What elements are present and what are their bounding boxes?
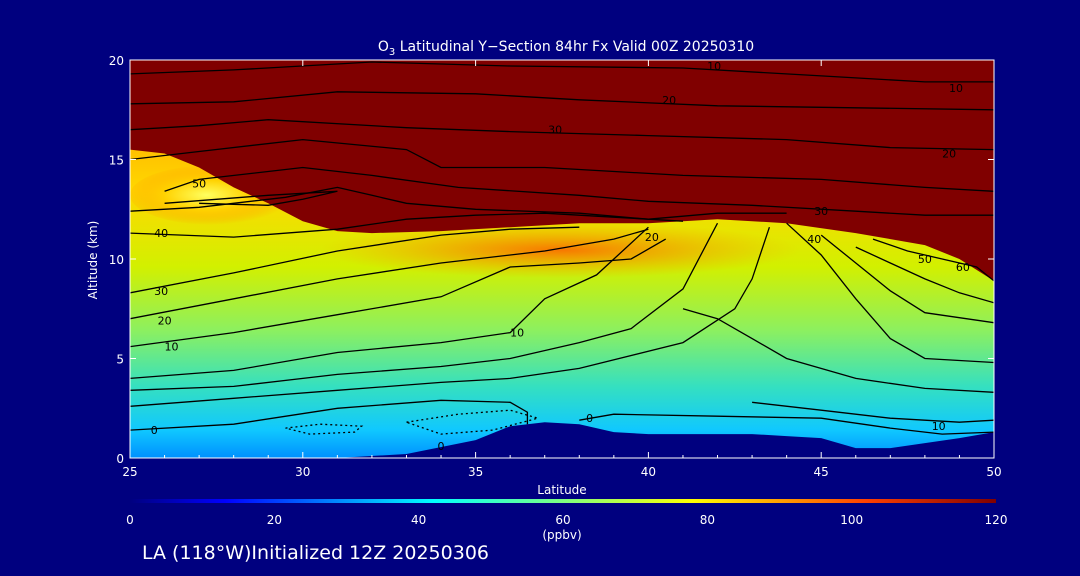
contour-label: 20 [645, 231, 659, 244]
contour-label: 20 [942, 148, 956, 161]
terrain-mask [130, 422, 994, 458]
contour-label: 40 [807, 233, 821, 246]
contour-line [786, 222, 994, 364]
contour-label: 30 [814, 205, 828, 218]
contour-line [130, 222, 719, 391]
x-axis: 25 30 35 40 45 50 [122, 60, 1002, 479]
x-tick-label: 35 [468, 465, 483, 479]
contour-line [130, 212, 684, 238]
x-tick-label: 50 [986, 465, 1001, 479]
contour-line [130, 226, 580, 294]
stratosphere-region [130, 60, 994, 281]
contour-label: 40 [154, 227, 168, 240]
colorbar-unit: (ppbv) [542, 528, 581, 542]
contour-label: 20 [662, 94, 676, 107]
contour-label: 50 [192, 177, 206, 190]
contour-label: 20 [158, 315, 172, 328]
contour-line [820, 234, 994, 324]
contour-line [855, 246, 994, 304]
contour-line [752, 401, 994, 423]
y-tick-label: 5 [116, 353, 124, 367]
upper-orange-band [320, 222, 800, 278]
y-tick-label: 20 [109, 54, 124, 68]
contour-line [130, 238, 667, 348]
colorbar-tick-label: 40 [411, 513, 426, 527]
contour-label: 10 [165, 341, 179, 354]
x-tick-label: 30 [295, 465, 310, 479]
contour-line [130, 226, 649, 380]
contour-line [130, 399, 529, 431]
colorbar [130, 499, 996, 503]
initialization-info: LA (118°W)Initialized 12Z 20250306 [142, 542, 489, 564]
contour-line [130, 91, 994, 111]
colorbar-tick-label: 100 [840, 513, 863, 527]
contour-label: 0 [151, 424, 158, 437]
contour-label: 60 [956, 261, 970, 274]
y-tick-label: 0 [116, 452, 124, 466]
y-axis-label: Altitude (km) [86, 221, 100, 300]
contour-label: 10 [707, 60, 721, 73]
contour-lines [130, 61, 994, 435]
contour-line [130, 61, 994, 83]
contour-label: 10 [949, 82, 963, 95]
contour-label: 10 [510, 327, 524, 340]
plot-area: 10 20 30 10 20 30 50 40 30 20 10 10 0 0 0 10 20 40 50 60 [130, 60, 994, 458]
colorbar-tick-label: 60 [555, 513, 570, 527]
x-tick-label: 25 [122, 465, 137, 479]
contour-line [130, 226, 771, 407]
contour-line [682, 308, 994, 393]
x-tick-label: 45 [814, 465, 829, 479]
colorbar-tick-label: 0 [126, 513, 134, 527]
y-tick-label: 10 [109, 253, 124, 267]
x-axis-label: Latitude [537, 483, 586, 497]
colorbar-tick-label: 120 [985, 513, 1008, 527]
contour-labels: 10 20 30 10 20 30 50 40 30 20 10 10 0 0 0 10 20 40 50 60 [151, 60, 970, 453]
contour-line [130, 228, 649, 320]
chart-title: O3 Latitudinal Y−Section 84hr Fx Valid 0… [378, 39, 754, 58]
contour-line [579, 413, 994, 435]
colorbar-tick-label: 20 [267, 513, 282, 527]
y-axis: 0 5 10 15 20 [109, 54, 994, 466]
dotted-contour [285, 423, 364, 435]
contour-label: 0 [438, 440, 445, 453]
dotted-contour [406, 409, 541, 435]
contour-label: 10 [932, 420, 946, 433]
contour-label: 30 [548, 124, 562, 137]
contour-label: 0 [586, 412, 593, 425]
contour-line [130, 119, 994, 151]
contour-line [872, 238, 994, 282]
y-tick-label: 15 [109, 154, 124, 168]
contour-label: 30 [154, 285, 168, 298]
contour-label: 50 [918, 253, 932, 266]
contour-line [130, 138, 994, 192]
contour-line [130, 186, 787, 220]
contour-line [164, 190, 338, 206]
colorbar-ticks: 0 20 40 60 80 100 120 [126, 513, 1007, 527]
x-tick-label: 40 [641, 465, 656, 479]
contour-line [164, 166, 994, 216]
colorbar-tick-label: 80 [700, 513, 715, 527]
